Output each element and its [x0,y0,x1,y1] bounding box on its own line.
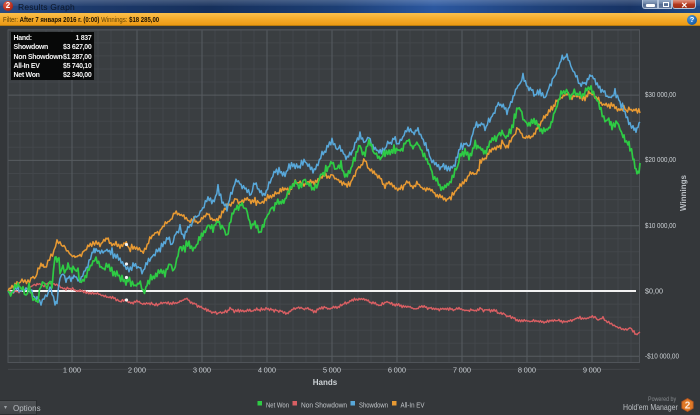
svg-text:-$10 000,00: -$10 000,00 [645,352,679,361]
svg-text:$0,00: $0,00 [645,287,663,296]
svg-text:Hands: Hands [313,378,338,387]
svg-text:Winnings: Winnings [679,174,688,210]
svg-text:2: 2 [685,401,691,412]
svg-text:7 000: 7 000 [453,366,471,375]
svg-text:$10 000,00: $10 000,00 [645,221,676,230]
svg-text:5 000: 5 000 [323,366,341,375]
svg-text:$30 000,00: $30 000,00 [645,90,676,99]
svg-text:8 000: 8 000 [518,366,536,375]
svg-text:4 000: 4 000 [258,366,276,375]
svg-text:2 000: 2 000 [128,366,146,375]
svg-text:3 000: 3 000 [193,366,211,375]
svg-text:$20 000,00: $20 000,00 [645,155,676,164]
svg-text:Non Showdown: Non Showdown [301,401,347,410]
svg-text:Net Won: Net Won [266,401,289,410]
svg-text:6 000: 6 000 [388,366,406,375]
svg-text:All-In EV: All-In EV [401,401,425,410]
svg-text:1 000: 1 000 [63,366,81,375]
svg-text:Showdown: Showdown [359,401,388,410]
svg-text:9 000: 9 000 [583,366,601,375]
